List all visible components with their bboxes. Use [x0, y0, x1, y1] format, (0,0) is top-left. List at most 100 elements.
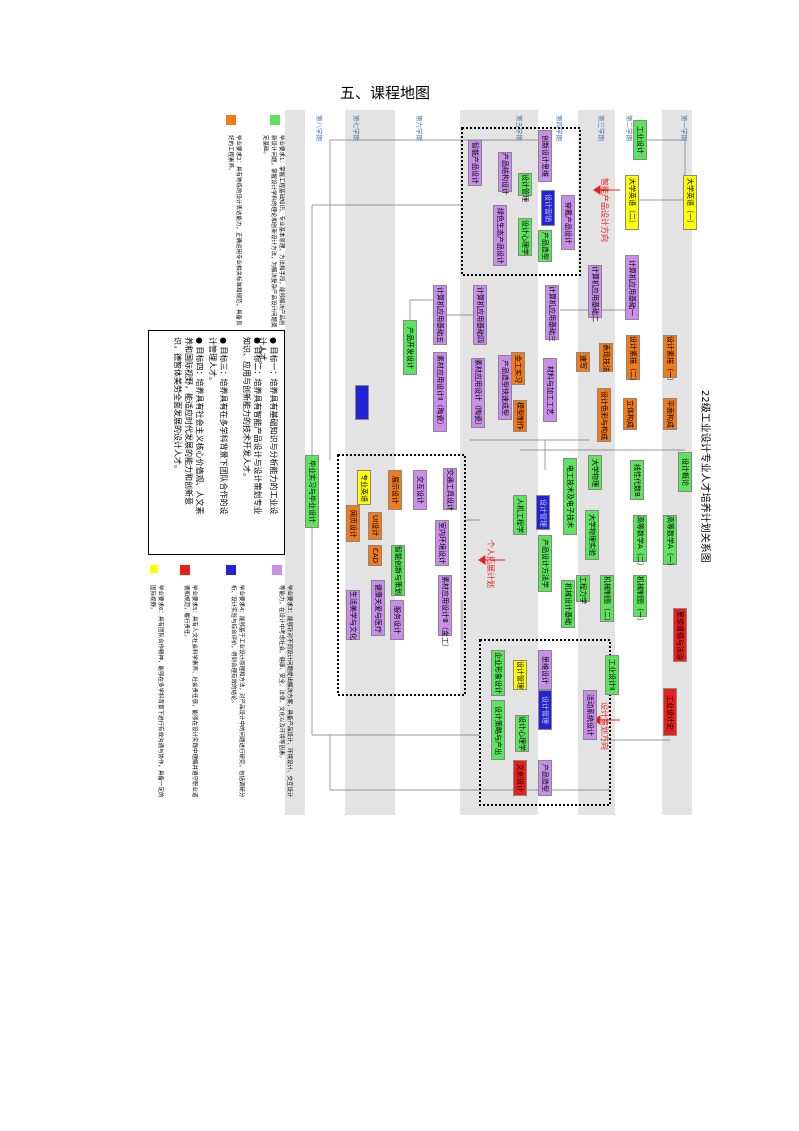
legend-swatch [272, 565, 282, 575]
course-box: 智能产品设计 [468, 140, 482, 186]
course-box: 设计色彩与构成 [597, 388, 611, 442]
objective-text: ● 目标三：培养具有在多学科背景下团队合作的设计管理人才。 [208, 337, 228, 515]
legend-text: 毕业要求4：能够基于工业设计原理和方法，对产品设计中的问题进行研究，包括调研分析… [230, 585, 244, 798]
course-box: 素材应用设计（陶瓷） [471, 358, 485, 429]
course-box: 素材应用设计Ⅲ（金工） [438, 575, 452, 651]
course-box: 工程力学 [576, 575, 590, 604]
course-box: 电工技术及电子技术 [563, 458, 577, 535]
course-box: 网页设计 [346, 505, 360, 542]
semester-label: 第五学期 [515, 115, 523, 141]
course-box: 高等数学A（一） [663, 515, 677, 570]
legend-swatch [150, 565, 158, 573]
legend-text: 毕业要求1：掌握工程基础知识、专业基本原理、方法和手段，能够解决产品创新设计问题… [262, 135, 284, 328]
legend-swatch [226, 115, 236, 125]
course-box: 设计策略与产出 [491, 700, 505, 760]
course-box: 毕业实习与毕业设计 [305, 455, 319, 528]
course-box: 产品结构设计 [498, 152, 512, 195]
course-box: 服务设计 [390, 600, 404, 640]
course-box: 穿戴产品设计 [561, 195, 575, 250]
direction-note: 个人拓展计划 [486, 540, 495, 588]
course-box: 材料与加工工艺 [543, 358, 557, 422]
course-box: 产品造型 [538, 760, 552, 796]
objectives-box: ● 目标一：培养具有基础知识与分析能力的工业设计人才。 ● 目标二：培养具有智能产… [148, 330, 285, 555]
course-box: 金工实习 [511, 352, 525, 385]
legend-swatch [226, 565, 236, 575]
objective-text: ● 目标二：培养具有智能产品设计与设计策划专业知识、应用与创新能力的技术开发人才… [242, 337, 262, 515]
course-box: 设计管理 [518, 173, 532, 202]
semester-label: 第四学期 [555, 115, 563, 141]
course-box: 产品造型 [538, 230, 552, 262]
band [345, 110, 395, 815]
legend-text: 毕业要求3：能够针对不同设计问题提出解决方案，具备产品设计、环境设计、交互设计等… [278, 585, 292, 798]
course-box: 设计管理 [536, 495, 550, 530]
course-box: 平面构成 [663, 398, 677, 430]
course-box: 机械制图（二） [600, 575, 614, 625]
direction-note: 设计策划方向 [600, 702, 609, 750]
course-box: 计算机应用基础三 [545, 285, 559, 342]
band [285, 110, 305, 815]
page-title: 五、课程地图 [340, 84, 431, 102]
course-box: 设计素描（一） [663, 335, 677, 385]
course-box: 智能创新与策划 [391, 545, 405, 596]
course-box: 交通工具设计 [443, 468, 457, 511]
course-box: 模型制作 [513, 400, 527, 432]
course-box: 大学物理实验 [585, 510, 599, 560]
course-box: 设计营销 [541, 190, 555, 226]
course-box: 计算机应用基础二 [588, 265, 602, 322]
semester-label: 第七学期 [352, 115, 360, 141]
course-box: 工业设计Ⅱ [605, 655, 619, 695]
course-box: 生活美学与文化 [346, 590, 360, 640]
course-box: 创新设计思维 [538, 130, 552, 182]
course-box: 活动系统设计 [583, 690, 597, 740]
legend-text: 毕业要求5：具有人文社会科学素养、社会责任感，能够在设计实践中理解并遵守职业道德… [183, 585, 197, 798]
course-box: 思维设计 [538, 650, 552, 690]
course-box: 绿色生态产品设计 [493, 205, 507, 266]
course-box: 产品开发设计 [403, 320, 417, 375]
course-box: 计算机应用基础一 [625, 255, 639, 320]
legend-text: 毕业要求6：具有团队合作精神，能够在多学科背景下进行有效沟通与协作，具备一定的国… [149, 585, 163, 798]
course-box: 素材应用设计Ⅱ（陶瓷） [433, 352, 447, 432]
semester-label: 第六学期 [415, 115, 423, 141]
semester-label: 第八学期 [315, 115, 323, 141]
semester-label: 第一学期 [680, 115, 688, 141]
course-box: 立体构成 [623, 398, 637, 430]
course-box: 大学英语（二） [625, 175, 639, 230]
diagram-title: 22级工业设计专业人才培养计划关系图 [699, 390, 710, 563]
legend-swatch [270, 115, 280, 125]
course-box: 计算机应用基础四 [473, 285, 487, 345]
course-box: 高等数学A（二） [633, 515, 647, 570]
course-box: 健康关爱与医疗 [371, 580, 385, 636]
course-box: 工业设计 [633, 120, 647, 160]
course-box: 企业形象设计 [491, 650, 505, 696]
course-box: 设计素描（二） [626, 335, 640, 385]
course-box: 设计概论 [678, 452, 692, 492]
course-box: 机械制图（一） [633, 575, 647, 625]
course-box: 产品设计方法学 [538, 535, 552, 592]
course-box: 人机工程学 [513, 495, 527, 535]
course-box: 计算机应用基础五 [433, 285, 447, 345]
course-box: 思想道德与法治 [673, 608, 687, 662]
course-box: CAD [368, 545, 382, 566]
course-box: 展示设计 [388, 470, 402, 510]
course-box: 大学英语（一） [683, 175, 697, 230]
course-box [355, 385, 369, 420]
course-box: 表现技法 [599, 343, 613, 372]
direction-note: 智能产品设计方向 [600, 178, 609, 242]
course-box: 速写 [576, 352, 590, 372]
course-box: 线性代数B [630, 460, 644, 500]
objective-text: ● 目标一：培养具有基础知识与分析能力的工业设计人才。 [258, 337, 278, 515]
semester-label: 第三学期 [597, 115, 605, 141]
course-box: 交互设计 [413, 470, 427, 510]
legend-text: 毕业要求2：具有熟练的设计表达能力，正确运用专业相关标准和规范，具备良好的工程素… [227, 135, 241, 326]
legend-swatch [180, 565, 190, 575]
course-box: 机械设计基础 [561, 580, 575, 628]
objective-text: ● 目标四：培养具有社会主义核心价值观、人文素养和国际视野，能适应时代发展的能力… [173, 337, 204, 515]
course-box: 室内环境设计 [435, 520, 449, 566]
course-box: 设计心理学 [515, 715, 529, 752]
course-box: 文创设计 [513, 760, 527, 796]
course-box: 设计管理 [538, 690, 552, 730]
course-box: 工业设计史 [663, 688, 677, 736]
course-box: UI设计 [368, 512, 382, 540]
course-box: 产品造型快速成型 [498, 355, 512, 420]
